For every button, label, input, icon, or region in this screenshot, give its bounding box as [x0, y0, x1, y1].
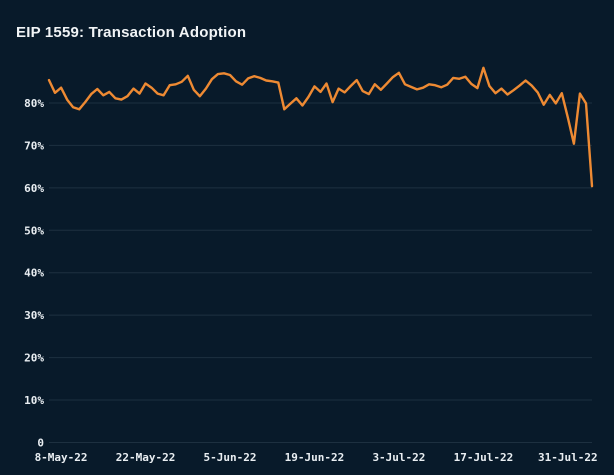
y-tick-label: 70%: [24, 139, 44, 152]
x-tick-label: 31-Jul-22: [538, 451, 598, 464]
y-tick-label: 60%: [24, 182, 44, 195]
x-tick-label: 17-Jul-22: [454, 451, 514, 464]
x-tick-label: 19-Jun-22: [285, 451, 345, 464]
x-tick-label: 22-May-22: [116, 451, 176, 464]
y-tick-label: 0: [37, 437, 44, 450]
x-tick-label: 5-Jun-22: [204, 451, 257, 464]
y-tick-label: 20%: [24, 352, 44, 365]
y-tick-label: 30%: [24, 309, 44, 322]
adoption-series-line: [47, 66, 594, 188]
x-tick-label: 3-Jul-22: [372, 451, 425, 464]
y-tick-label: 40%: [24, 267, 44, 280]
y-tick-label: 50%: [24, 224, 44, 237]
chart-title: EIP 1559: Transaction Adoption: [16, 24, 247, 41]
y-tick-label: 80%: [24, 97, 44, 110]
x-tick-label: 8-May-22: [35, 451, 88, 464]
y-tick-label: 10%: [24, 394, 44, 407]
